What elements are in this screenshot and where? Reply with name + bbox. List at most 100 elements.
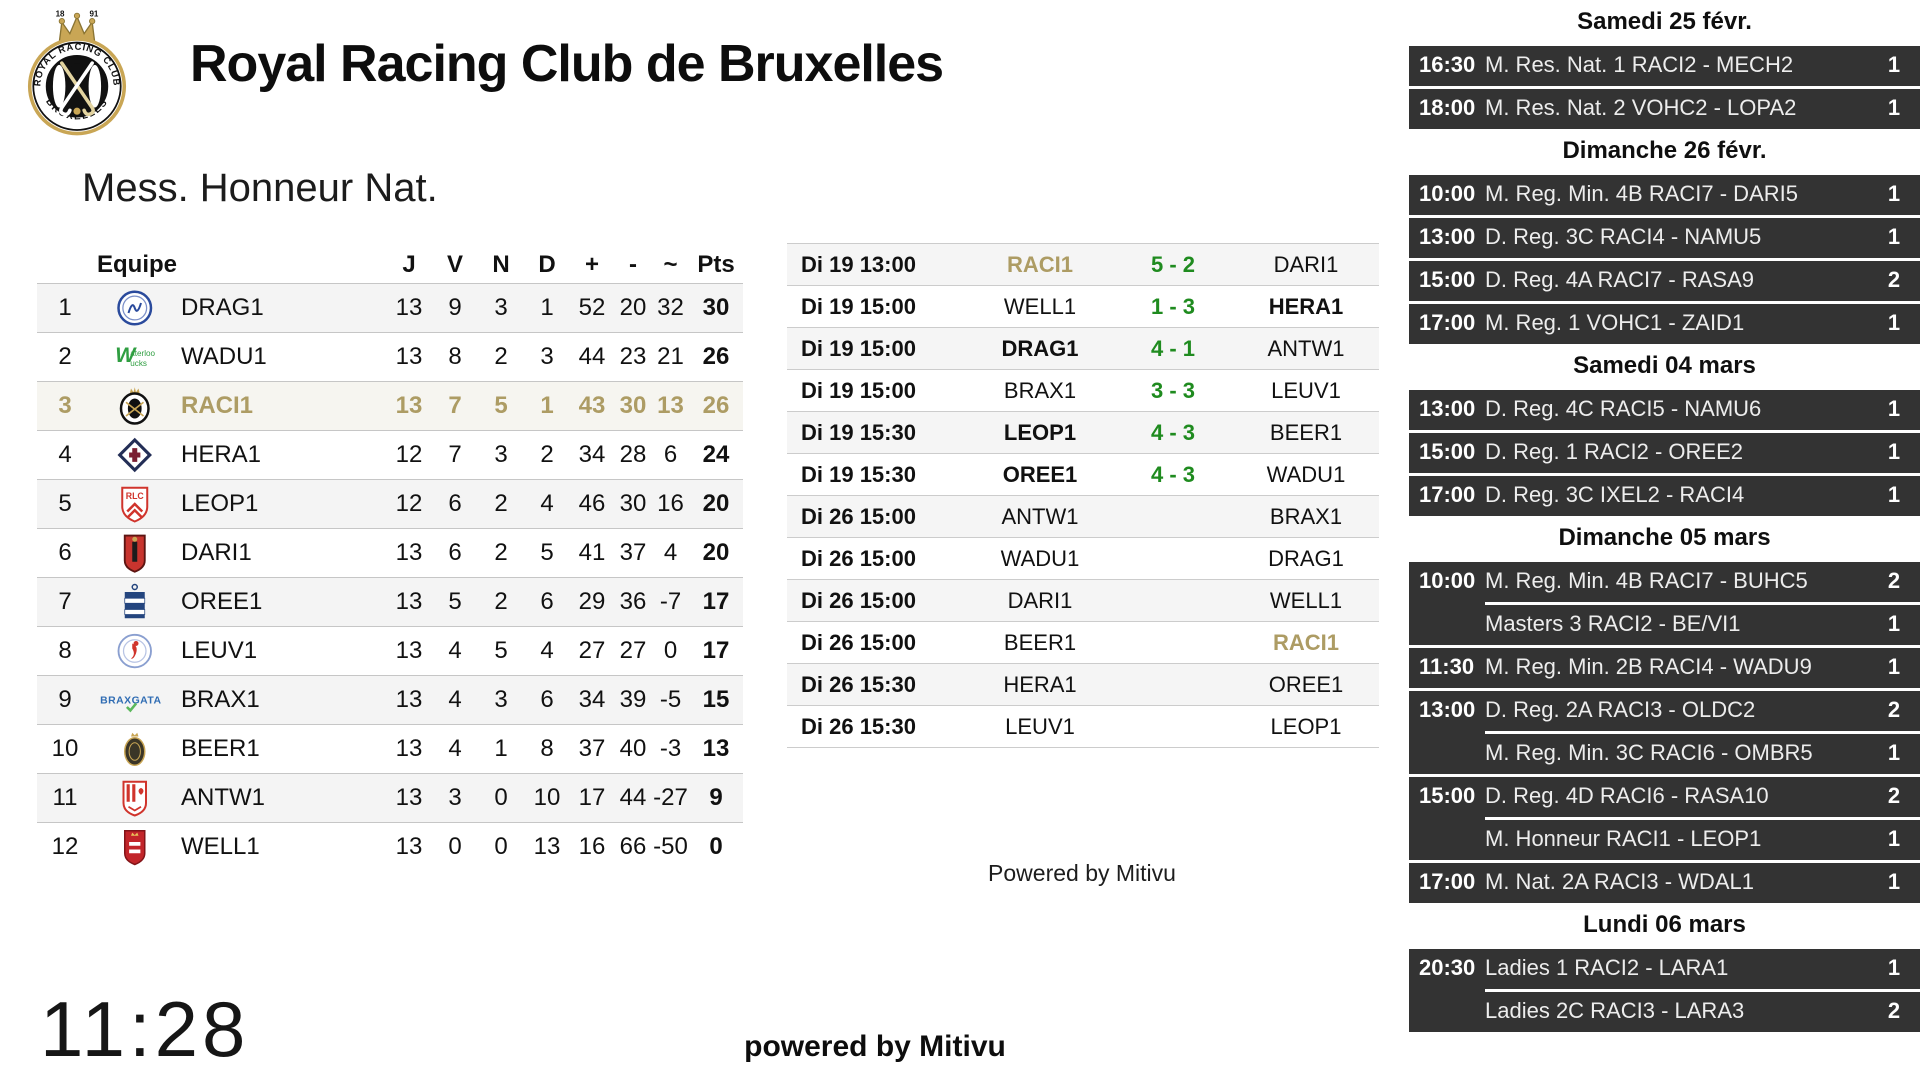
- fixture-home-team: WELL1: [1003, 293, 1077, 319]
- team-name-cell: DRAG1: [181, 294, 264, 321]
- goal-diff-cell: -5: [659, 686, 682, 713]
- schedule-field-number: 1: [1887, 610, 1901, 636]
- schedule-field-number: 1: [1887, 481, 1901, 507]
- schedule-match-row: 10:00 M. Reg. Min. 4B RACI7 - DARI5 1: [1409, 172, 1920, 215]
- goal-diff-cell: -3: [659, 735, 682, 762]
- goals-for-cell: 34: [578, 686, 606, 713]
- played-cell: 13: [395, 294, 423, 321]
- fixture-row: Di 26 15:00 DARI1 WELL1: [787, 579, 1379, 621]
- losses-cell: 3: [540, 343, 554, 370]
- points-cell: 0: [709, 833, 723, 860]
- fixture-score: 1 - 3: [1150, 293, 1196, 319]
- draws-cell: 5: [494, 392, 508, 419]
- team-logo-icon-antw1: [93, 778, 177, 818]
- schedule-match-label: M. Res. Nat. 2 VOHC2 - LOPA2: [1485, 94, 1797, 120]
- team-logo-icon-beer1: [93, 729, 177, 769]
- schedule-time: 18:00: [1419, 94, 1476, 120]
- fixture-row: Di 19 15:00 DRAG1 4 - 1 ANTW1: [787, 327, 1379, 369]
- schedule-match-row: 15:00 D. Reg. 4A RACI7 - RASA9 2: [1409, 258, 1920, 301]
- wins-cell: 0: [448, 833, 462, 860]
- team-logo-icon-leop1: RLC: [93, 484, 177, 524]
- schedule-match-label: M. Reg. Min. 4B RACI7 - DARI5: [1485, 180, 1798, 206]
- fixture-score: 4 - 1: [1150, 335, 1196, 361]
- fixture-away-team: BRAX1: [1269, 503, 1343, 529]
- standings-row-dari1: 6 DARI1 13 6 2 5 41 37 4 20: [37, 528, 743, 577]
- rank-cell: 9: [58, 686, 72, 713]
- losses-cell: 1: [540, 294, 554, 321]
- team-name-cell: WELL1: [181, 833, 260, 860]
- goals-for-cell: 41: [578, 539, 606, 566]
- goals-against-cell: 20: [619, 294, 647, 321]
- fixture-away-team: LEOP1: [1270, 713, 1342, 739]
- rank-cell: 4: [58, 441, 72, 468]
- schedule-match-row: 13:00 D. Reg. 3C RACI4 - NAMU5 1: [1409, 215, 1920, 258]
- schedule-field-number: 2: [1887, 266, 1901, 292]
- goals-for-cell: 29: [578, 588, 606, 615]
- schedule-match-row: 15:00 D. Reg. 1 RACI2 - OREE2 1: [1409, 430, 1920, 473]
- schedule-match-label: D. Reg. 3C IXEL2 - RACI4: [1485, 481, 1745, 507]
- standings-col-equipe: Equipe: [97, 250, 178, 278]
- schedule-match-label: M. Nat. 2A RACI3 - WDAL1: [1485, 868, 1754, 894]
- standings-row-hera1: 4 HERA1 12 7 3 2 34 28 6 24: [37, 430, 743, 479]
- schedule-match-row: M. Honneur RACI1 - LEOP1 1: [1409, 817, 1920, 860]
- goal-diff-cell: 0: [663, 637, 678, 664]
- standings-row-beer1: 10 BEER1 13 4 1 8 37 40 -3 13: [37, 724, 743, 773]
- crest-year-right: 91: [89, 10, 98, 19]
- fixture-row: Di 19 15:00 WELL1 1 - 3 HERA1: [787, 285, 1379, 327]
- goal-diff-cell: 32: [657, 294, 684, 321]
- rank-cell: 10: [51, 735, 79, 762]
- played-cell: 13: [395, 539, 423, 566]
- rank-cell: 1: [58, 294, 72, 321]
- goal-diff-cell: -27: [653, 784, 688, 811]
- fixture-row: Di 26 15:00 BEER1 RACI1: [787, 621, 1379, 663]
- fixture-datetime: Di 19 15:00: [801, 377, 916, 403]
- schedule-time: 17:00: [1419, 309, 1476, 335]
- fixture-home-team: ANTW1: [1001, 503, 1079, 529]
- schedule-time: 15:00: [1419, 782, 1476, 808]
- fixture-score: 5 - 2: [1150, 251, 1196, 277]
- club-title: Royal Racing Club de Bruxelles: [190, 35, 944, 93]
- fixture-datetime: Di 26 15:00: [801, 587, 916, 613]
- fixture-score: 3 - 3: [1150, 377, 1196, 403]
- points-cell: 13: [702, 735, 730, 762]
- losses-cell: 13: [533, 833, 561, 860]
- goals-against-cell: 37: [619, 539, 647, 566]
- team-logo-icon-well1: [93, 827, 177, 867]
- schedule-match-row: 17:00 M. Nat. 2A RACI3 - WDAL1 1: [1409, 860, 1920, 903]
- goals-against-cell: 36: [619, 588, 647, 615]
- losses-cell: 2: [540, 441, 554, 468]
- schedule-match-row: 13:00 D. Reg. 2A RACI3 - OLDC2 2: [1409, 688, 1920, 731]
- team-name-cell: LEUV1: [181, 637, 258, 664]
- powered-by-footer: powered by Mitivu: [744, 1030, 1006, 1063]
- fixture-home-team: RACI1: [1006, 251, 1073, 277]
- schedule-date-header: Samedi 25 févr.: [1409, 0, 1920, 43]
- goal-diff-cell: 13: [657, 392, 684, 419]
- schedule-match-row: M. Reg. Min. 3C RACI6 - OMBR5 1: [1409, 731, 1920, 774]
- fixture-away-team: RACI1: [1272, 629, 1339, 655]
- schedule-field-number: 1: [1887, 395, 1901, 421]
- schedule-match-label: M. Reg. 1 VOHC1 - ZAID1: [1485, 309, 1745, 335]
- schedule-field-number: 1: [1887, 825, 1901, 851]
- schedule-field-number: 1: [1887, 94, 1901, 120]
- fixture-row: Di 26 15:00 WADU1 DRAG1: [787, 537, 1379, 579]
- fixture-home-team: OREE1: [1002, 461, 1078, 487]
- points-cell: 20: [702, 490, 730, 517]
- goal-diff-cell: -50: [653, 833, 688, 860]
- schedule-match-row: 10:00 M. Reg. Min. 4B RACI7 - BUHC5 2: [1409, 559, 1920, 602]
- goals-against-cell: 66: [619, 833, 647, 860]
- schedule-date-header: Dimanche 26 févr.: [1409, 129, 1920, 172]
- wins-cell: 3: [448, 784, 462, 811]
- fixture-row: Di 19 15:00 BRAX1 3 - 3 LEUV1: [787, 369, 1379, 411]
- team-logo-icon-leuv1: [93, 631, 177, 671]
- goals-against-cell: 28: [619, 441, 647, 468]
- fixture-row: Di 26 15:30 HERA1 OREE1: [787, 663, 1379, 705]
- league-title: Mess. Honneur Nat.: [82, 166, 438, 210]
- played-cell: 13: [395, 833, 423, 860]
- schedule-match-label: D. Reg. 4A RACI7 - RASA9: [1485, 266, 1754, 292]
- losses-cell: 10: [533, 784, 561, 811]
- schedule-match-label: D. Reg. 4D RACI6 - RASA10: [1485, 782, 1769, 808]
- fixture-away-team: OREE1: [1268, 671, 1344, 697]
- goals-against-cell: 27: [619, 637, 647, 664]
